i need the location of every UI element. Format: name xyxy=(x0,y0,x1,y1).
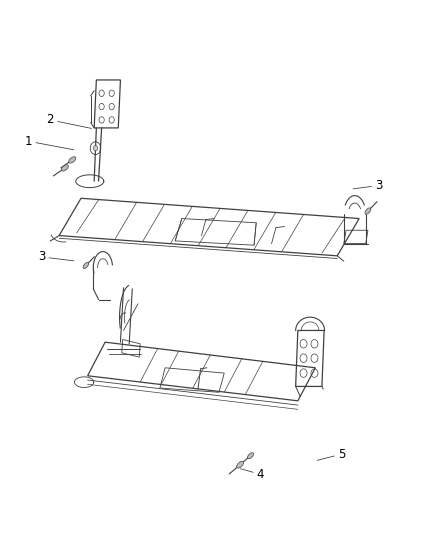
Text: 1: 1 xyxy=(25,135,74,150)
Circle shape xyxy=(93,146,98,151)
Text: 4: 4 xyxy=(240,468,265,481)
Text: 3: 3 xyxy=(353,179,382,192)
Ellipse shape xyxy=(247,453,254,459)
Ellipse shape xyxy=(61,165,68,171)
Text: 5: 5 xyxy=(317,448,345,461)
Ellipse shape xyxy=(69,157,76,163)
Ellipse shape xyxy=(83,262,88,269)
Ellipse shape xyxy=(365,208,371,214)
Text: 2: 2 xyxy=(46,114,92,128)
Text: 3: 3 xyxy=(38,251,74,263)
Ellipse shape xyxy=(237,462,244,468)
